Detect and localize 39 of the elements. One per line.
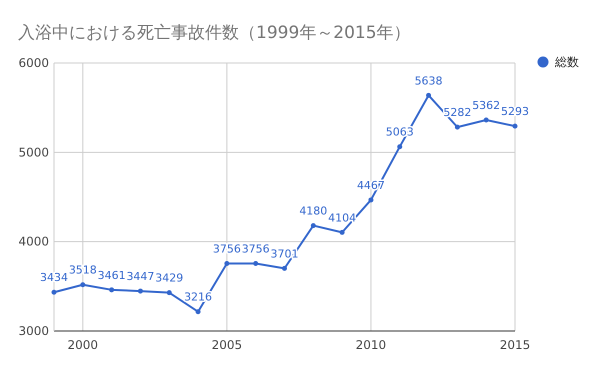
y-tick-label: 5000 [18,145,49,160]
point [340,230,345,235]
point [368,197,374,202]
x-tick-label: 2005 [212,338,242,352]
point [138,288,143,294]
point [310,223,316,228]
x-tick-label: 2015 [500,338,530,352]
data-label: 3518 [68,264,97,277]
chart-title: 入浴中における死亡事故件数（1999年～2015年） [18,23,411,43]
point [224,260,230,266]
point [253,260,258,266]
x-tick-label: 2000 [68,338,98,352]
point [397,144,402,150]
y-tick-label: 3000 [18,324,49,338]
data-label: 5638 [414,74,443,88]
data-label: 3429 [155,272,184,285]
point [454,124,460,130]
point [484,117,489,122]
point [52,290,56,295]
y-tick-label: 4000 [18,234,49,249]
y-tick-label: 6000 [18,56,49,70]
data-label: 5362 [472,98,500,112]
data-label: 4180 [299,204,328,218]
data-label: 3434 [40,271,68,284]
point [196,309,201,314]
point [426,92,432,98]
data-label: 5293 [501,105,529,118]
x-tick-label: 2010 [356,338,386,352]
point [166,290,172,296]
data-label: 3447 [126,270,154,284]
point [80,282,86,288]
data-label: 5282 [443,106,472,120]
data-label: 3756 [212,242,241,256]
legend-label: 総数 [554,55,579,69]
point [109,287,114,292]
data-label: 3461 [98,268,126,282]
point [282,266,287,271]
point [512,124,518,129]
data-label: 3756 [242,242,270,256]
